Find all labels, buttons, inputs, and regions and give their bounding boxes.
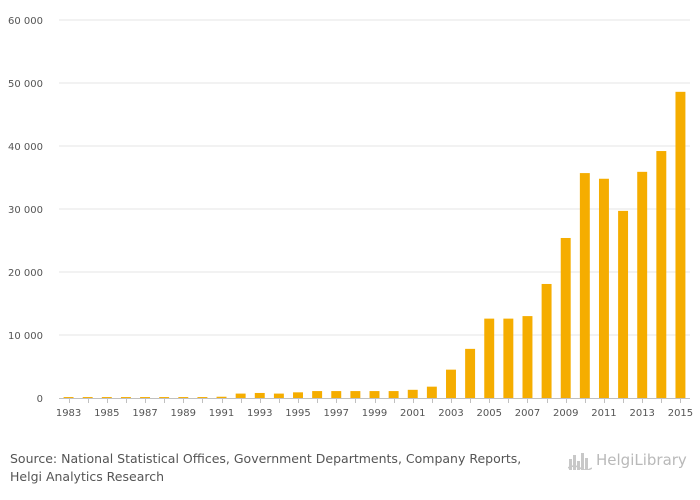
x-tick-label: 1989	[171, 408, 196, 419]
bars	[63, 91, 686, 398]
bar-chart: 0 10 000 20 000 30 000 40 000 50 000 60 000 19…	[8, 16, 693, 419]
bar-1992	[235, 393, 246, 398]
bar-2004	[465, 348, 476, 398]
bar-1999	[369, 391, 380, 398]
bar-1997	[331, 391, 342, 398]
bar-1987	[140, 397, 151, 398]
bar-2002	[426, 386, 437, 398]
x-tick-label: 1983	[56, 408, 81, 419]
x-tick-label: 2003	[438, 408, 463, 419]
source-note: Source: National Statistical Offices, Go…	[10, 451, 522, 484]
bar-1984	[82, 397, 93, 398]
bar-1983	[63, 397, 74, 398]
grid-lines	[59, 19, 690, 336]
bar-1985	[101, 397, 112, 398]
bar-1995	[293, 392, 303, 398]
bar-2014	[656, 151, 667, 398]
y-axis: 0 10 000 20 000 30 000 40 000 50 000 60 000	[8, 16, 43, 405]
bar-2007	[522, 316, 533, 398]
x-tick-label: 2011	[591, 408, 616, 419]
y-tick-label: 50 000	[8, 79, 43, 90]
bar-1998	[350, 391, 361, 398]
bar-2005	[484, 318, 495, 398]
bar-2003	[446, 369, 456, 398]
y-tick-label: 30 000	[8, 205, 43, 216]
x-tick-label: 2001	[400, 408, 425, 419]
bar-2011	[598, 178, 609, 398]
x-tick-label: 2015	[668, 408, 693, 419]
bar-2015	[675, 91, 686, 398]
bar-1996	[312, 391, 323, 398]
x-tick-label: 2013	[629, 408, 654, 419]
bar-2008	[541, 283, 552, 398]
x-tick-label: 1987	[132, 408, 157, 419]
x-tick-label: 1995	[285, 408, 310, 419]
x-tick-label: 1993	[247, 408, 272, 419]
bar-2000	[388, 391, 399, 398]
x-tick-label: 1985	[94, 408, 119, 419]
bar-2012	[618, 210, 629, 398]
x-tick-label: 1997	[324, 408, 349, 419]
bar-1994	[273, 393, 284, 398]
bar-2010	[579, 173, 590, 398]
bar-1989	[178, 397, 189, 398]
y-tick-label: 20 000	[8, 268, 43, 279]
x-axis: 1983 1985 1987 1989 1991 1993 1995 1997 1999 2001…	[56, 398, 693, 419]
y-tick-label: 60 000	[8, 16, 43, 27]
bar-1991	[216, 396, 227, 398]
helgi-library-logo: HelgiLibrary	[568, 449, 687, 471]
bar-2013	[637, 171, 648, 398]
bar-1990	[197, 397, 208, 398]
bar-2009	[560, 237, 571, 398]
y-tick-label: 0	[37, 394, 43, 405]
logo-text: HelgiLibrary	[596, 451, 687, 469]
y-tick-label: 10 000	[8, 331, 43, 342]
x-tick-label: 1999	[362, 408, 387, 419]
bar-2006	[503, 318, 514, 398]
x-tick-label: 2009	[553, 408, 578, 419]
city-skyline-icon	[568, 453, 592, 470]
y-tick-label: 40 000	[8, 142, 43, 153]
x-tick-label: 2005	[477, 408, 502, 419]
bar-1988	[159, 397, 170, 398]
bar-1986	[120, 397, 131, 398]
x-tick-label: 2007	[515, 408, 540, 419]
x-tick-label: 1991	[209, 408, 234, 419]
bar-1993	[254, 392, 265, 398]
bar-2001	[407, 389, 418, 398]
